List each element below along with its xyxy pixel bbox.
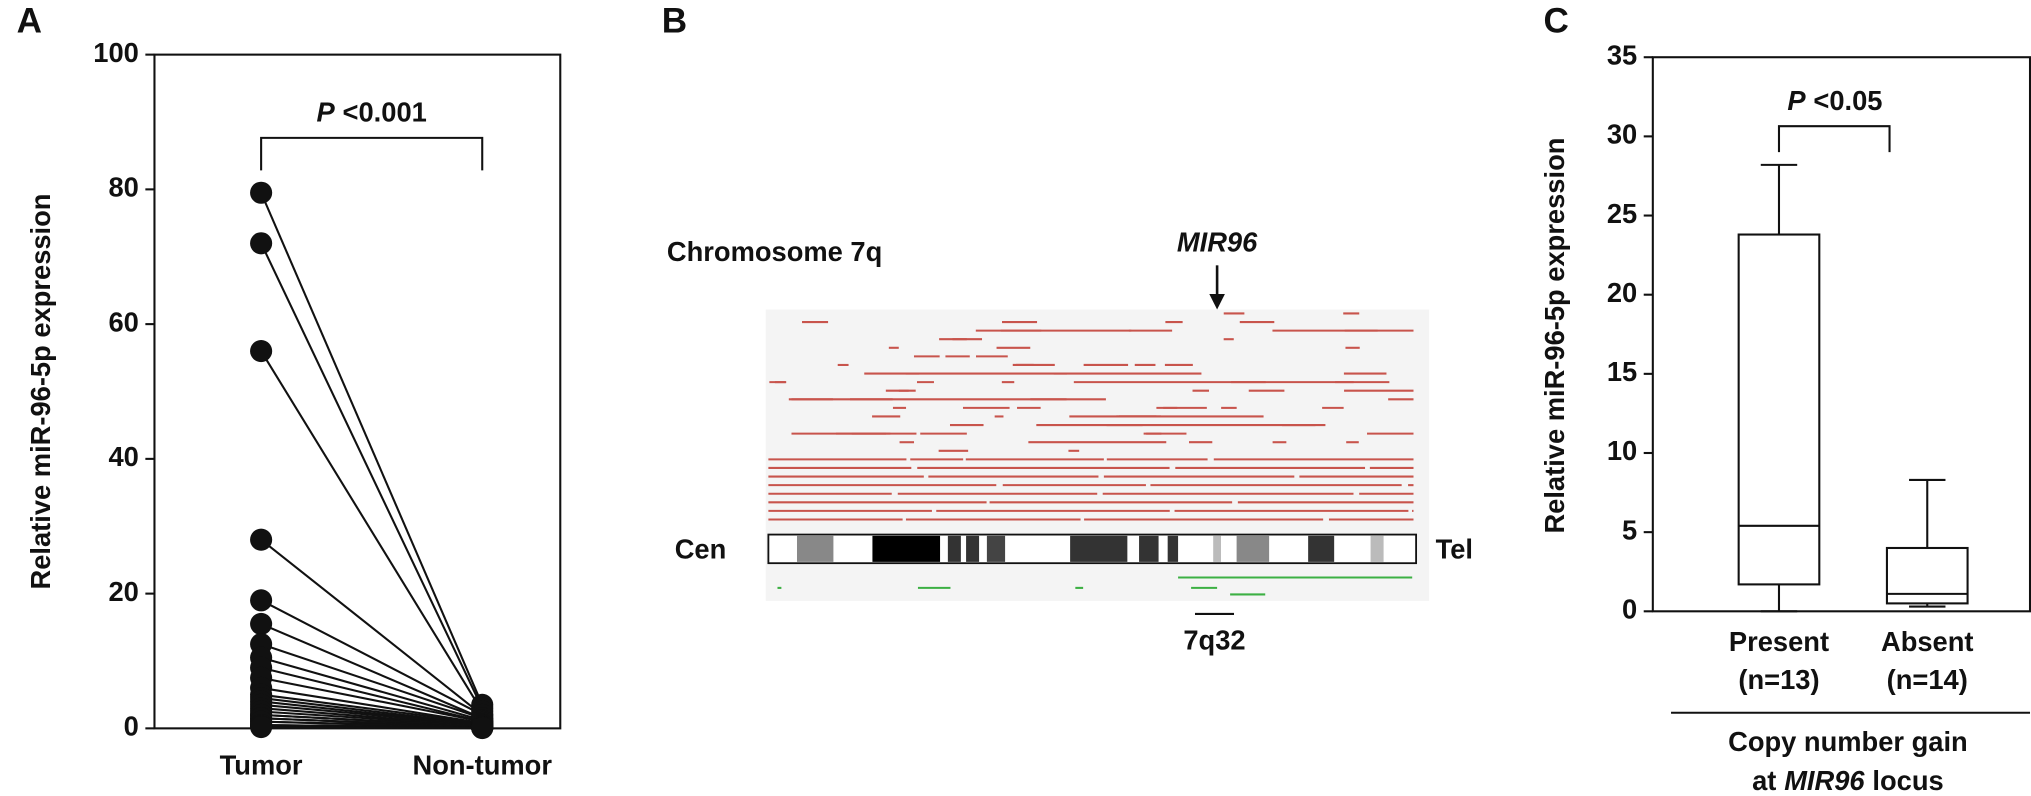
ideogram-band	[966, 535, 980, 562]
pair-line	[260, 622, 483, 720]
x-tick-label: Absent	[1881, 626, 1974, 657]
y-tick-label: 30	[1607, 119, 1637, 150]
centromere-label: Cen	[675, 534, 727, 565]
p-symbol: P	[317, 97, 336, 128]
x-tick-sublabel: (n=14)	[1887, 664, 1968, 695]
pair-line	[260, 350, 484, 713]
pair-line	[260, 666, 483, 723]
ideogram-band	[1213, 535, 1222, 562]
pair-line	[260, 693, 483, 725]
y-tick-label: 15	[1607, 356, 1637, 387]
ideogram-band	[1070, 535, 1128, 562]
data-point	[250, 612, 273, 635]
data-point	[250, 528, 273, 551]
pair-line	[261, 725, 483, 730]
box	[1737, 233, 1821, 586]
pair-line	[261, 713, 483, 728]
panel-letter: B	[662, 2, 687, 41]
chromosome-diagram: B Chromosome 7q MIR96 Cen Tel 7q32	[662, 2, 1473, 656]
y-axis-label: Relative miR-96-5p expression	[1539, 138, 1570, 534]
box	[1885, 546, 1969, 605]
data-point	[250, 340, 273, 363]
ideogram-band	[1308, 535, 1335, 562]
p-value: <0.001	[343, 97, 427, 128]
ideogram-bands	[796, 535, 1384, 562]
y-tick-label: 0	[1622, 594, 1637, 625]
x-tick-label: Tumor	[220, 750, 303, 781]
y-tick-label: 20	[108, 576, 138, 607]
y-tick-label: 35	[1607, 39, 1637, 70]
y-tick-label: 0	[124, 711, 139, 742]
x-tick-label: Present	[1729, 626, 1829, 657]
gene-label: MIR96	[1177, 227, 1258, 258]
p-annotation: P <0.001	[317, 97, 427, 128]
pair-line	[260, 656, 483, 722]
pair-line	[260, 676, 483, 723]
pair-line	[260, 697, 483, 726]
ideogram-band	[1167, 535, 1179, 562]
x-tick-label: Non-tumor	[412, 750, 552, 781]
pair-line	[260, 643, 483, 720]
ideogram-band	[1370, 535, 1384, 562]
pair-line	[261, 703, 483, 727]
ideogram-band	[1236, 535, 1270, 562]
significance-bracket	[1777, 125, 1891, 153]
gene-arrow-head	[1209, 293, 1225, 310]
diagram-title: Chromosome 7q	[667, 236, 882, 267]
data-point	[250, 715, 273, 739]
telomere-label: Tel	[1436, 534, 1473, 565]
y-tick-label: 100	[93, 37, 139, 68]
pair-line	[260, 686, 483, 725]
ideogram-band	[1139, 535, 1159, 562]
data-point	[250, 589, 273, 612]
x-axis-label: at MIR96 locus	[1752, 765, 1944, 796]
p-symbol: P	[1787, 85, 1806, 116]
pair-line	[260, 599, 483, 716]
gain-segments	[768, 312, 1414, 521]
y-tick-label: 40	[108, 441, 138, 472]
x-tick-sublabel: (n=13)	[1738, 664, 1819, 695]
ideogram-band	[947, 535, 961, 562]
significance-bracket	[260, 136, 484, 171]
y-tick-label: 10	[1607, 435, 1637, 466]
x-axis-label: Copy number gain	[1728, 726, 1968, 757]
y-tick-label: 20	[1607, 277, 1637, 308]
pair-line	[261, 710, 483, 727]
pair-line	[260, 192, 484, 706]
panel-letter: A	[17, 2, 42, 41]
pair-line	[260, 242, 484, 709]
data-point	[250, 232, 273, 255]
ideogram-band	[872, 535, 941, 562]
plot-frame	[153, 53, 562, 730]
x-label-part: MIR96	[1784, 765, 1865, 796]
y-axis-label: Relative miR-96-5p expression	[25, 194, 56, 590]
y-tick-label: 60	[108, 306, 138, 337]
p-value: <0.05	[1813, 85, 1882, 116]
panel-letter: C	[1544, 2, 1569, 41]
band-label: 7q32	[1183, 625, 1245, 656]
x-label-part: locus	[1872, 765, 1943, 796]
plot-frame	[1651, 56, 2031, 613]
ideogram-band	[796, 535, 834, 562]
loss-segments	[777, 576, 1413, 596]
y-tick-label: 80	[108, 172, 138, 203]
y-tick-label: 5	[1622, 514, 1637, 545]
pair-line	[260, 538, 483, 716]
p-annotation: P <0.05	[1787, 85, 1882, 116]
ideogram-band	[986, 535, 1006, 562]
data-point	[250, 181, 273, 204]
data-point	[471, 716, 494, 740]
x-label-part: at	[1752, 765, 1776, 796]
y-tick-label: 25	[1607, 198, 1637, 229]
